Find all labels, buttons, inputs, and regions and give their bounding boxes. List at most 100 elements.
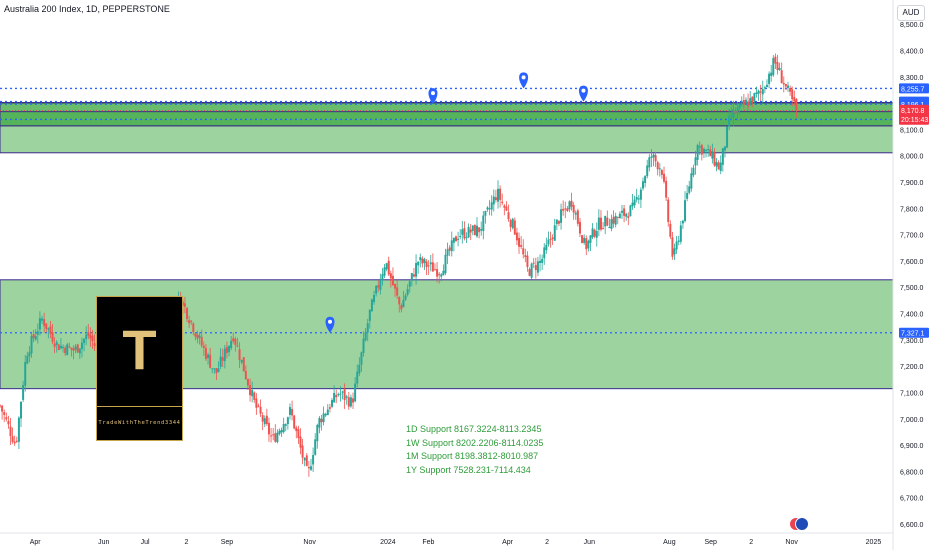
candle-body <box>581 235 584 244</box>
candle-body <box>694 157 697 166</box>
candle-body <box>358 364 361 374</box>
candle-body <box>51 332 54 342</box>
alert-pin-dot <box>328 319 332 324</box>
candle-body <box>591 228 594 238</box>
currency-button[interactable]: AUD <box>897 5 925 21</box>
country-flag-icon[interactable] <box>795 517 809 531</box>
candle-body <box>679 225 682 242</box>
candle-body <box>366 323 369 333</box>
candle-body <box>345 396 348 398</box>
candle-body <box>228 345 231 353</box>
candle-body <box>76 344 79 353</box>
candle-body <box>515 232 518 241</box>
candle-body <box>354 383 357 402</box>
candle-body <box>370 299 373 312</box>
y-tick-label: 7,800.0 <box>900 206 923 213</box>
candle-body <box>629 205 632 217</box>
candle-body <box>677 240 680 242</box>
candle-body <box>30 335 33 354</box>
candle-body <box>263 418 266 425</box>
candle-body <box>223 348 226 362</box>
support-notes: 1D Support 8167.3224-8113.2345 1W Suppor… <box>406 423 543 477</box>
candle-body <box>646 165 649 177</box>
candle-body <box>795 99 798 110</box>
candle-body <box>3 412 6 415</box>
candle-body <box>587 240 590 249</box>
candle-body <box>11 436 14 443</box>
candle-body <box>602 228 605 230</box>
candle-body <box>545 244 548 251</box>
candle-body <box>494 197 497 201</box>
candle-body <box>530 263 533 278</box>
candle-body <box>305 455 308 466</box>
candle-body <box>499 188 502 200</box>
candle-body <box>450 240 453 252</box>
x-tick-label: Sep <box>704 539 717 546</box>
y-tick-label: 7,500.0 <box>900 285 923 292</box>
candle-body <box>284 424 287 426</box>
candle-body <box>251 389 254 397</box>
candle-body <box>541 258 544 263</box>
candle-body <box>349 397 352 407</box>
candle-body <box>64 347 67 354</box>
candle-body <box>183 303 186 307</box>
candle-body <box>765 84 768 88</box>
candle-body <box>408 281 411 287</box>
candle-body <box>715 162 718 167</box>
y-tick-label: 7,400.0 <box>900 312 923 319</box>
candle-body <box>68 346 71 348</box>
x-tick-label: Apr <box>30 539 42 546</box>
candle-body <box>589 235 592 243</box>
candle-body <box>734 111 737 114</box>
candle-body <box>776 62 779 70</box>
candle-body <box>15 440 18 442</box>
candle-body <box>436 269 439 277</box>
x-tick-label: Aug <box>663 539 676 546</box>
candle-body <box>606 217 609 226</box>
candle-body <box>17 417 20 442</box>
candle-body <box>238 349 241 360</box>
candle-body <box>786 85 789 88</box>
candle-body <box>70 347 73 350</box>
candle-body <box>446 249 449 256</box>
x-tick-label: 2025 <box>866 539 882 546</box>
candle-body <box>318 417 321 428</box>
candle-body <box>400 305 403 310</box>
candle-body <box>352 398 355 403</box>
candle-body <box>576 210 579 224</box>
candle-body <box>732 109 735 118</box>
candle-body <box>700 144 703 155</box>
candle-body <box>360 352 363 365</box>
x-tick-label: Sep <box>221 539 234 546</box>
candle-body <box>473 225 476 236</box>
candle-body <box>482 215 485 232</box>
candle-body <box>383 267 386 276</box>
candle-body <box>768 73 771 84</box>
candle-body <box>681 220 684 224</box>
candle-body <box>572 204 575 213</box>
level-label-bg <box>899 83 929 94</box>
candle-body <box>253 392 256 400</box>
candle-body <box>41 318 44 321</box>
logo-letter: T <box>122 318 157 381</box>
candle-body <box>625 213 628 217</box>
support-note-1d: 1D Support 8167.3224-8113.2345 <box>406 424 542 434</box>
candle-body <box>595 231 598 238</box>
y-tick-label: 8,100.0 <box>900 127 923 134</box>
candle-body <box>772 58 775 76</box>
candle-body <box>654 155 657 162</box>
alert-pin-icon <box>578 85 588 102</box>
candle-body <box>293 415 296 429</box>
candle-body <box>757 90 760 94</box>
chart-title: Australia 200 Index, 1D, PEPPERSTONE <box>4 4 170 14</box>
candle-body <box>429 262 432 265</box>
candle-body <box>364 332 367 341</box>
candle-body <box>497 188 500 202</box>
candle-body <box>568 201 571 210</box>
candle-body <box>261 415 264 422</box>
candle-body <box>36 331 39 335</box>
candle-body <box>26 355 29 364</box>
candle-body <box>736 107 739 113</box>
x-tick-label: Feb <box>422 539 434 546</box>
